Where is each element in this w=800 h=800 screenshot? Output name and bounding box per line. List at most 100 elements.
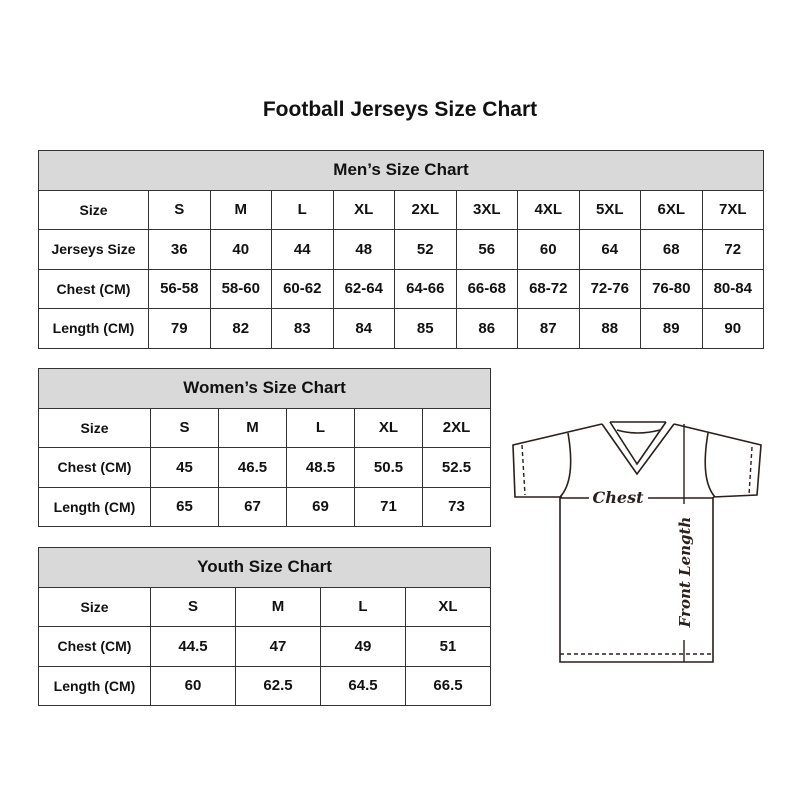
table-cell: 84	[332, 308, 395, 349]
table-cell: 40	[209, 229, 272, 270]
table-cell: 71	[354, 486, 423, 527]
table-cell: 87	[517, 308, 580, 349]
table-row: Chest (CM) 56-58 58-60 60-62 62-64 64-66 66-68…	[38, 268, 764, 309]
table-cell: XL	[332, 189, 395, 230]
table-cell: 50.5	[354, 447, 423, 488]
table-cell: M	[209, 189, 272, 230]
table-cell: 82	[209, 308, 272, 349]
table-cell: 68	[640, 229, 703, 270]
table-cell: 66-68	[455, 268, 518, 309]
table-cell: 73	[422, 486, 491, 527]
table-cell: 44	[271, 229, 334, 270]
table-cell: 44.5	[150, 626, 236, 667]
table-cell: 80-84	[701, 268, 764, 309]
mens-size-table: Men’s Size Chart Size S M L XL 2XL 3XL 4XL 5XL 6XL…	[38, 150, 764, 349]
table-cell: 45	[150, 447, 219, 488]
table-cell: 46.5	[218, 447, 287, 488]
table-cell: L	[320, 586, 406, 627]
table-cell: XL	[354, 407, 423, 448]
table-cell: 90	[701, 308, 764, 349]
row-label: Length (CM)	[38, 665, 151, 706]
table-cell: 62-64	[332, 268, 395, 309]
row-label: Length (CM)	[38, 308, 149, 349]
seam-dashes	[521, 444, 753, 655]
table-cell: M	[218, 407, 287, 448]
table-cell: 56	[455, 229, 518, 270]
row-label: Chest (CM)	[38, 447, 151, 488]
table-cell: 7XL	[701, 189, 764, 230]
measure-lines	[560, 424, 713, 662]
table-cell: 4XL	[517, 189, 580, 230]
table-row: Size S M L XL 2XL 3XL 4XL 5XL 6XL 7XL	[38, 189, 764, 230]
table-cell: 67	[218, 486, 287, 527]
table-cell: L	[271, 189, 334, 230]
jersey-outline	[512, 421, 762, 663]
table-cell: 36	[148, 229, 211, 270]
table-cell: S	[150, 407, 219, 448]
table-cell: XL	[405, 586, 491, 627]
table-cell: 60	[150, 665, 236, 706]
table-cell: 56-58	[148, 268, 211, 309]
row-label: Chest (CM)	[38, 268, 149, 309]
table-cell: 2XL	[394, 189, 457, 230]
table-row: Length (CM) 60 62.5 64.5 66.5	[38, 665, 491, 706]
table-cell: 62.5	[235, 665, 321, 706]
table-cell: 72-76	[578, 268, 641, 309]
table-cell: 69	[286, 486, 355, 527]
row-label: Chest (CM)	[38, 626, 151, 667]
table-row: Size S M L XL 2XL	[38, 407, 491, 448]
table-cell: 52	[394, 229, 457, 270]
table-cell: 65	[150, 486, 219, 527]
table-cell: 79	[148, 308, 211, 349]
table-cell: 64-66	[394, 268, 457, 309]
row-label: Length (CM)	[38, 486, 151, 527]
table-cell: 3XL	[455, 189, 518, 230]
table-cell: 72	[701, 229, 764, 270]
chest-label: Chest	[593, 488, 645, 507]
table-cell: 48.5	[286, 447, 355, 488]
table-cell: 88	[578, 308, 641, 349]
women-table-heading: Women’s Size Chart	[38, 368, 491, 409]
table-cell: 47	[235, 626, 321, 667]
womens-size-table: Women’s Size Chart Size S M L XL 2XL Chest (CM)…	[38, 368, 491, 527]
front-length-label: Front Length	[676, 517, 694, 629]
table-cell: S	[148, 189, 211, 230]
table-cell: 60	[517, 229, 580, 270]
table-cell: 64	[578, 229, 641, 270]
table-row: Size S M L XL	[38, 586, 491, 627]
table-row: Jerseys Size 36 40 44 48 52 56 60 64 68 72	[38, 229, 764, 270]
table-cell: 86	[455, 308, 518, 349]
table-cell: 76-80	[640, 268, 703, 309]
youth-table-heading: Youth Size Chart	[38, 547, 491, 588]
table-cell: 66.5	[405, 665, 491, 706]
table-cell: L	[286, 407, 355, 448]
row-label: Jerseys Size	[38, 229, 149, 270]
table-cell: 60-62	[271, 268, 334, 309]
men-table-heading: Men’s Size Chart	[38, 150, 764, 191]
table-cell: 49	[320, 626, 406, 667]
table-cell: 68-72	[517, 268, 580, 309]
page-title: Football Jerseys Size Chart	[262, 98, 538, 121]
table-cell: 89	[640, 308, 703, 349]
youth-size-table: Youth Size Chart Size S M L XL Chest (CM) 44.5 4…	[38, 547, 491, 706]
table-row: Length (CM) 79 82 83 84 85 86 87 88 89 90	[38, 308, 764, 349]
table-cell: 85	[394, 308, 457, 349]
table-cell: 64.5	[320, 665, 406, 706]
row-label: Size	[38, 586, 151, 627]
row-label: Size	[38, 189, 149, 230]
table-cell: 2XL	[422, 407, 491, 448]
row-label: Size	[38, 407, 151, 448]
table-cell: 51	[405, 626, 491, 667]
table-cell: 48	[332, 229, 395, 270]
table-cell: 6XL	[640, 189, 703, 230]
table-cell: 5XL	[578, 189, 641, 230]
table-row: Length (CM) 65 67 69 71 73	[38, 486, 491, 527]
table-cell: 58-60	[209, 268, 272, 309]
table-cell: 52.5	[422, 447, 491, 488]
table-cell: 83	[271, 308, 334, 349]
table-row: Chest (CM) 44.5 47 49 51	[38, 626, 491, 667]
table-row: Chest (CM) 45 46.5 48.5 50.5 52.5	[38, 447, 491, 488]
table-cell: S	[150, 586, 236, 627]
table-cell: M	[235, 586, 321, 627]
